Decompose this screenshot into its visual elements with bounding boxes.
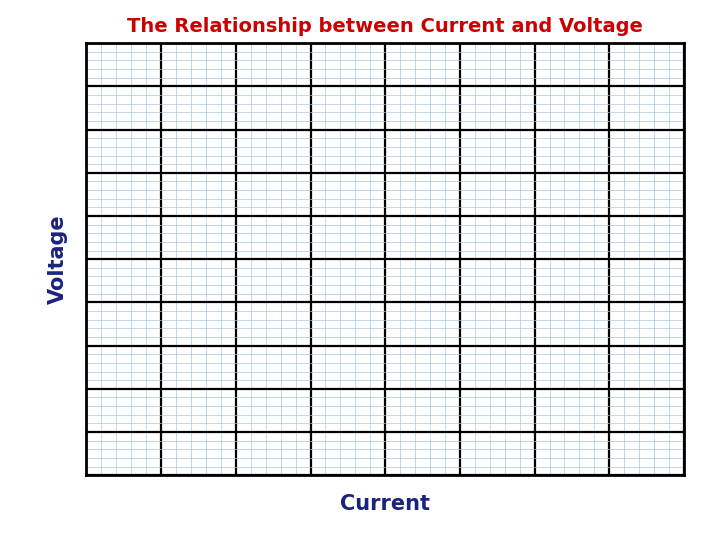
Title: The Relationship between Current and Voltage: The Relationship between Current and Vol… [127, 17, 643, 36]
Y-axis label: Voltage: Voltage [48, 214, 68, 304]
X-axis label: Current: Current [340, 494, 431, 514]
